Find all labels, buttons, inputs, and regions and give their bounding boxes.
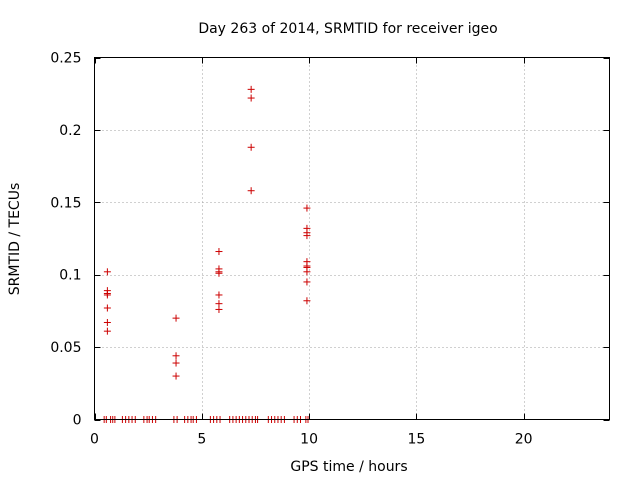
plot-frame — [94, 57, 610, 420]
x-tick-label: 15 — [407, 432, 425, 448]
data-point — [303, 232, 311, 240]
data-point — [303, 278, 311, 286]
data-point — [172, 352, 180, 360]
data-points — [100, 85, 312, 423]
x-axis-label: GPS time / hours — [290, 459, 407, 475]
data-point — [172, 359, 180, 367]
data-point — [215, 248, 223, 256]
chart-title: Day 263 of 2014, SRMTID for receiver ige… — [198, 21, 497, 37]
x-tick-label: 20 — [515, 432, 533, 448]
data-point — [247, 94, 255, 102]
y-tick-label: 0.2 — [59, 123, 81, 139]
y-tick-label: 0 — [73, 413, 82, 429]
y-tick-label: 0.1 — [59, 268, 81, 284]
x-tick-label: 0 — [90, 432, 99, 448]
data-point — [303, 297, 311, 305]
grid — [94, 57, 610, 420]
data-point — [247, 85, 255, 93]
x-tick-labels: 0 5 10 15 20 — [90, 432, 533, 448]
y-tick-label: 0.25 — [50, 51, 81, 67]
x-tick-label: 10 — [300, 432, 318, 448]
axis-ticks — [94, 57, 610, 421]
data-point — [172, 314, 180, 322]
y-tick-label: 0.15 — [50, 195, 81, 211]
data-point — [103, 291, 111, 299]
y-tick-label: 0.05 — [50, 340, 81, 356]
data-point — [103, 327, 111, 335]
data-point — [215, 291, 223, 299]
data-point — [215, 268, 223, 276]
data-point — [303, 204, 311, 212]
data-point — [103, 304, 111, 312]
data-point — [172, 372, 180, 380]
data-point — [103, 318, 111, 326]
data-point — [247, 143, 255, 151]
y-tick-labels: 0 0.05 0.1 0.15 0.2 0.25 — [50, 51, 81, 429]
data-point — [215, 305, 223, 313]
data-point — [303, 263, 311, 271]
x-tick-label: 5 — [197, 432, 206, 448]
y-axis-label: SRMTID / TECUs — [7, 183, 23, 296]
data-point — [103, 268, 111, 276]
data-point — [247, 187, 255, 195]
